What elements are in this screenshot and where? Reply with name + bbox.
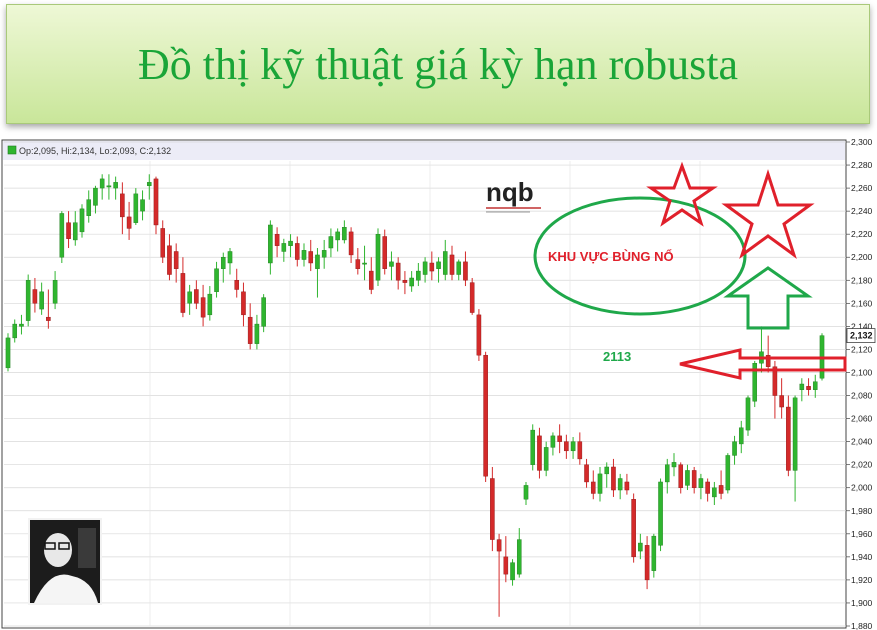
y-tick-label: 1,940 [851, 552, 873, 562]
portrait-avatar [28, 518, 102, 605]
y-tick-label: 2,160 [851, 298, 873, 308]
candle [753, 361, 757, 407]
y-tick-label: 1,900 [851, 598, 873, 608]
y-tick-label: 2,100 [851, 367, 873, 377]
candle [484, 352, 488, 482]
level-2113-label: 2113 [603, 349, 631, 364]
title-banner: Đồ thị kỹ thuật giá kỳ hạn robusta [6, 4, 870, 124]
candle [60, 211, 64, 263]
y-tick-label: 2,200 [851, 252, 873, 262]
candle [531, 424, 535, 470]
y-tick-label: 1,960 [851, 529, 873, 539]
page-title: Đồ thị kỹ thuật giá kỳ hạn robusta [138, 39, 738, 90]
chart-area: 1,880 1,900 1,920 1,940 1,960 1,980 2,000 2,020… [0, 128, 877, 630]
candle [658, 478, 662, 551]
y-tick-label: 2,060 [851, 414, 873, 424]
y-tick-label: 2,280 [851, 160, 873, 170]
logo: nqb [486, 177, 541, 212]
candle [746, 396, 750, 436]
ohlc-legend-swatch [8, 146, 16, 154]
candle [6, 333, 10, 371]
candle [477, 309, 481, 361]
candle [632, 493, 636, 562]
y-tick-label: 2,180 [851, 275, 873, 285]
y-tick-label: 2,120 [851, 344, 873, 354]
last-price-tag: 2,132 [847, 329, 875, 343]
y-axis: 1,880 1,900 1,920 1,940 1,960 1,980 2,000 2,020… [846, 137, 873, 630]
explosion-zone-label: KHU VỰC BÙNG NỔ [548, 249, 674, 264]
candle [726, 453, 730, 493]
svg-text:2,132: 2,132 [850, 331, 873, 341]
y-tick-label: 1,880 [851, 621, 873, 630]
y-tick-label: 1,920 [851, 575, 873, 585]
candle [383, 230, 387, 275]
y-tick-label: 2,000 [851, 483, 873, 493]
y-tick-label: 2,020 [851, 460, 873, 470]
ohlc-label: Op:2,095, Hi:2,134, Lo:2,093, C:2,132 [19, 146, 171, 156]
candle [262, 294, 266, 332]
logo-text: nqb [486, 177, 534, 207]
y-tick-label: 2,240 [851, 206, 873, 216]
y-tick-label: 2,220 [851, 229, 873, 239]
y-tick-label: 2,040 [851, 437, 873, 447]
candlestick-chart: 1,880 1,900 1,920 1,940 1,960 1,980 2,000 2,020… [0, 128, 877, 630]
y-tick-label: 2,300 [851, 137, 873, 147]
candle [26, 275, 30, 327]
candle [376, 228, 380, 286]
candle [470, 278, 474, 315]
y-tick-label: 2,260 [851, 183, 873, 193]
y-tick-label: 1,980 [851, 506, 873, 516]
candle [490, 467, 494, 551]
candle [786, 396, 790, 477]
y-tick-label: 2,080 [851, 391, 873, 401]
